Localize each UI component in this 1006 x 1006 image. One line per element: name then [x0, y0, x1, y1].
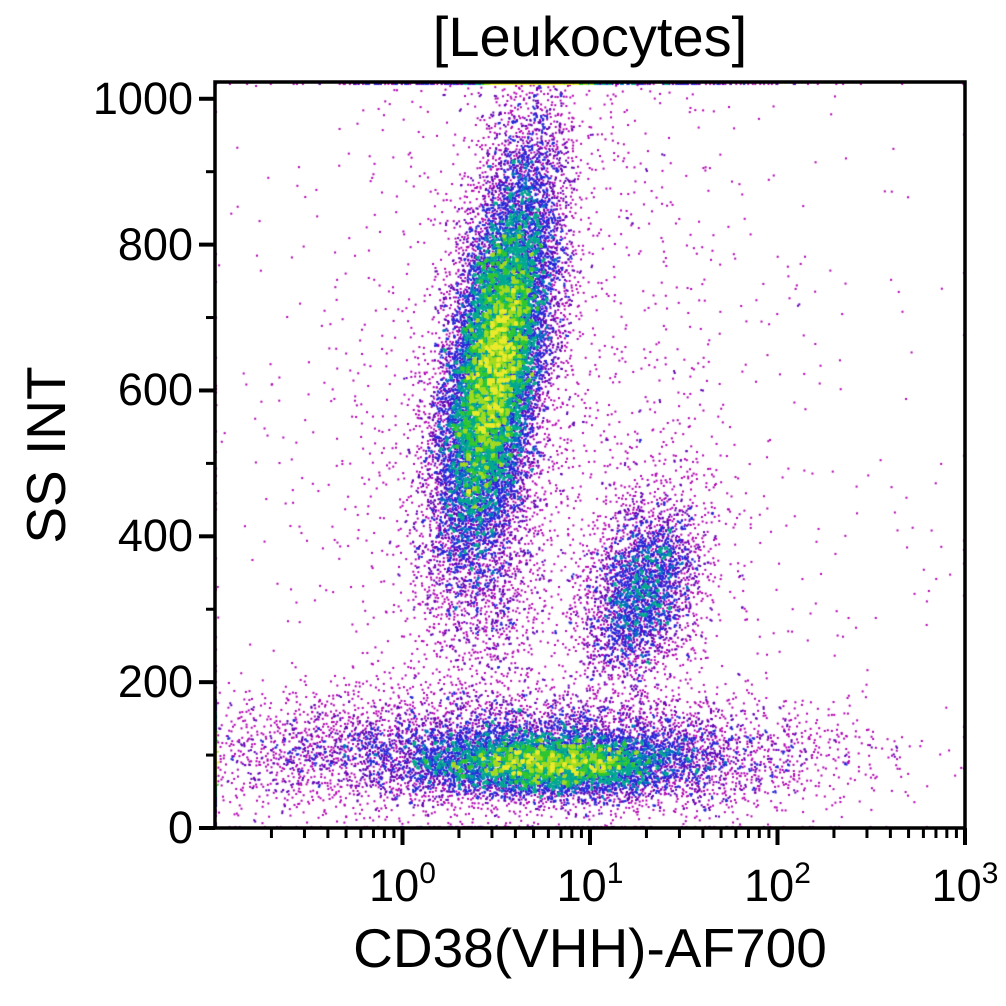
x-tick-label: 103	[931, 857, 999, 911]
y-tick-label: 400	[117, 510, 193, 562]
y-tick-label: 200	[117, 656, 193, 708]
y-tick-label: 1000	[92, 72, 193, 124]
y-tick-label: 600	[117, 364, 193, 416]
x-tick-label: 100	[369, 857, 436, 911]
y-tick-label: 800	[117, 218, 193, 270]
y-tick-label: 0	[167, 802, 193, 853]
x-axis-label: CD38(VHH)-AF700	[353, 917, 827, 979]
x-tick-label: 101	[556, 857, 624, 911]
density-scatter-canvas[interactable]	[215, 82, 965, 828]
x-tick-label: 102	[744, 857, 811, 911]
plot-title: [Leukocytes]	[432, 5, 748, 68]
